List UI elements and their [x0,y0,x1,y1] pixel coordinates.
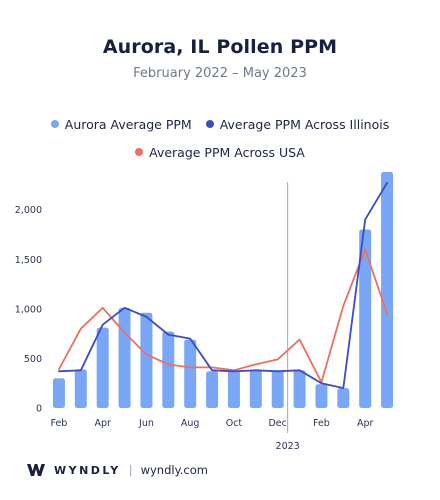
bar-aurora [271,370,284,408]
wyndly-w-logo-icon [27,464,45,476]
line-illinois [58,181,388,390]
legend-row-1: Aurora Average PPM Average PPM Across Il… [0,114,440,134]
legend-label-aurora: Aurora Average PPM [64,116,192,132]
legend-dot-icon [50,120,59,128]
bar-aurora [381,171,394,408]
legend-item-usa: Average PPM Across USA [135,145,305,160]
legend-row-2: Average PPM Across USA [0,142,440,162]
legend-item-aurora: Aurora Average PPM [50,116,192,132]
line-usa [58,248,388,384]
bar-aurora [162,331,175,408]
footer-url[interactable]: wyndly.com [140,463,208,477]
bar-aurora [206,371,219,408]
year-label: 2023 [276,441,300,452]
bar-aurora [74,369,87,408]
legend-label-usa: Average PPM Across USA [149,144,305,160]
bar-aurora [315,384,328,408]
y-tick-label: 500 [24,354,42,365]
chart-legend: Aurora Average PPM Average PPM Across Il… [0,114,440,170]
footer-brand: WYNDLY [54,463,121,477]
x-tick-label: Apr [357,418,374,429]
footer-separator: | [128,463,133,477]
legend-dot-icon [205,120,214,128]
y-tick-label: 0 [36,404,42,415]
bar-aurora [337,388,350,408]
x-tick-label: Jun [138,418,154,429]
bar-aurora [293,370,306,408]
legend-label-illinois: Average PPM Across Illinois [219,116,390,132]
bar-aurora [52,378,65,408]
bar-aurora [184,339,197,408]
legend-dot-icon [135,148,144,156]
y-tick-label: 1,000 [15,304,42,315]
y-tick-label: 1,500 [15,255,42,266]
bar-aurora [227,370,240,408]
bar-aurora [118,307,131,408]
x-tick-label: Feb [313,418,330,429]
legend-item-illinois: Average PPM Across Illinois [205,116,390,132]
y-tick-label: 2,000 [15,205,42,216]
x-tick-label: Feb [51,418,68,429]
x-tick-label: Oct [226,418,243,429]
bar-aurora [359,229,372,408]
bar-aurora [249,369,262,408]
footer: WYNDLY | wyndly.com [26,462,208,478]
bar-aurora [96,327,109,408]
chart-title: Aurora, IL Pollen PPM [102,36,338,58]
x-tick-label: Aug [181,418,200,429]
x-tick-label: Dec [268,418,286,429]
bar-aurora [140,312,153,408]
chart-subtitle: February 2022 – May 2023 [133,66,307,81]
x-tick-label: Apr [94,418,111,429]
